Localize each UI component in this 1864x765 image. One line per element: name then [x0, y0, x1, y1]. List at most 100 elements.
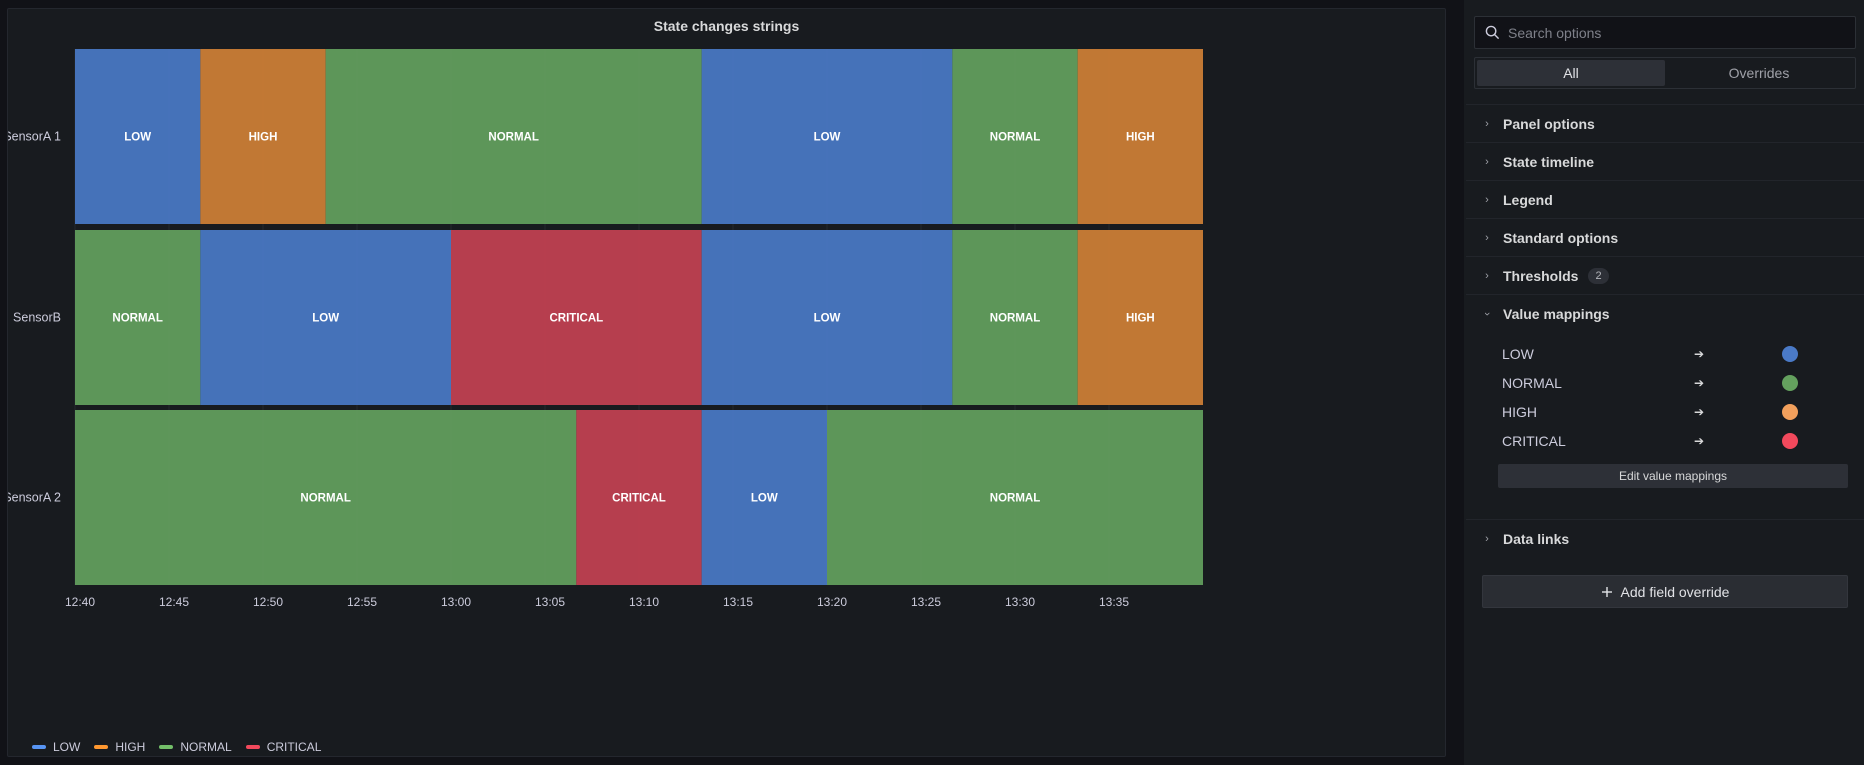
segment-label: LOW: [124, 132, 151, 144]
legend-swatch: [94, 745, 109, 749]
state-segment[interactable]: [75, 410, 577, 585]
state-segment[interactable]: [827, 410, 1203, 585]
mapping-row-normal: NORMAL ➔: [1502, 371, 1842, 395]
edit-value-mappings-button[interactable]: Edit value mappings: [1498, 464, 1848, 488]
mapping-row-high: HIGH ➔: [1502, 400, 1842, 424]
x-tick-label: 13:20: [817, 595, 847, 609]
arrow-right-icon: ➔: [1694, 347, 1705, 361]
category-value-mappings[interactable]: › Value mappings: [1466, 294, 1864, 332]
x-tick-label: 13:25: [911, 595, 941, 609]
chevron-right-icon: ›: [1485, 117, 1489, 130]
state-segment[interactable]: [701, 230, 953, 405]
x-tick-label: 13:05: [535, 595, 565, 609]
arrow-right-icon: ➔: [1694, 376, 1705, 390]
pane-divider[interactable]: [1464, 0, 1466, 765]
x-tick-label: 12:55: [347, 595, 377, 609]
state-segment[interactable]: [1077, 49, 1203, 224]
x-tick-label: 13:10: [629, 595, 659, 609]
x-tick-label: 13:35: [1099, 595, 1129, 609]
segment-label: HIGH: [1126, 313, 1155, 325]
chevron-right-icon: ›: [1485, 532, 1489, 545]
chevron-right-icon: ›: [1485, 231, 1489, 244]
legend-item[interactable]: CRITICAL: [245, 740, 322, 754]
segment-label: NORMAL: [990, 313, 1040, 325]
state-segment[interactable]: [200, 230, 451, 405]
segment-label: NORMAL: [488, 132, 538, 144]
options-tabs: All Overrides: [1474, 57, 1856, 89]
state-timeline-chart: LOW HIGH NORMAL LOW NORMAL HIGH SensorA 1 NORMA…: [8, 49, 1203, 609]
chevron-right-icon: ›: [1485, 155, 1489, 168]
search-input[interactable]: [1508, 24, 1838, 41]
arrow-right-icon: ➔: [1694, 405, 1705, 419]
panel-title[interactable]: State changes strings: [653, 18, 800, 34]
x-tick-label: 13:30: [1005, 595, 1035, 609]
legend-item[interactable]: LOW: [32, 740, 80, 754]
state-segment[interactable]: [1077, 230, 1203, 405]
x-tick-label: 12:40: [65, 595, 95, 609]
segment-label: LOW: [751, 493, 778, 505]
category-label: Panel options: [1503, 115, 1595, 132]
state-segment[interactable]: [952, 49, 1078, 224]
mapping-value: NORMAL: [1502, 375, 1562, 391]
state-segment[interactable]: [952, 230, 1078, 405]
legend-label: LOW: [53, 740, 81, 754]
segment-label: HIGH: [249, 132, 278, 144]
category-label: Data links: [1503, 530, 1570, 547]
segment-label: NORMAL: [300, 493, 350, 505]
chart-legend: LOW HIGH NORMAL CRITICAL: [32, 740, 321, 754]
state-segment[interactable]: [576, 410, 702, 585]
options-pane: All Overrides › Panel options › State ti…: [1466, 0, 1864, 765]
x-tick-label: 13:00: [441, 595, 471, 609]
tab-all[interactable]: All: [1477, 60, 1665, 86]
row-label: SensorB: [13, 311, 61, 325]
state-segment[interactable]: [325, 49, 702, 224]
legend-label: NORMAL: [180, 740, 232, 754]
add-field-override-button[interactable]: Add field override: [1482, 575, 1848, 608]
category-legend[interactable]: › Legend: [1466, 180, 1864, 218]
legend-label: CRITICAL: [266, 740, 322, 754]
search-box[interactable]: [1474, 16, 1856, 49]
segment-label: CRITICAL: [549, 313, 603, 325]
mapping-color-dot: [1782, 375, 1798, 391]
arrow-right-icon: ➔: [1694, 434, 1705, 448]
legend-item[interactable]: HIGH: [94, 740, 145, 754]
legend-swatch: [245, 745, 260, 749]
search-icon: [1485, 25, 1500, 40]
tab-overrides[interactable]: Overrides: [1728, 65, 1790, 81]
chevron-down-icon: ›: [1481, 311, 1493, 316]
segment-label: LOW: [312, 313, 339, 325]
row-label: SensorA 2: [8, 491, 61, 505]
x-tick-label: 13:15: [723, 595, 753, 609]
mapping-value: HIGH: [1502, 404, 1537, 420]
category-thresholds[interactable]: › Thresholds 2: [1466, 256, 1864, 294]
category-label: State timeline: [1503, 153, 1595, 170]
category-standard-options[interactable]: › Standard options: [1466, 218, 1864, 256]
category-data-links[interactable]: › Data links: [1466, 519, 1864, 557]
mapping-color-dot: [1782, 346, 1798, 362]
mapping-row-critical: CRITICAL ➔: [1502, 429, 1842, 453]
category-label: Standard options: [1503, 229, 1619, 246]
mapping-row-low: LOW ➔: [1502, 342, 1842, 366]
mapping-value: CRITICAL: [1502, 433, 1566, 449]
state-segment[interactable]: [75, 49, 201, 224]
mapping-value: LOW: [1502, 346, 1534, 362]
row-label: SensorA 1: [8, 130, 61, 144]
thresholds-count-badge: 2: [1588, 267, 1609, 284]
timeline-panel: State changes strings LOW HIGH NORMAL LOW NO…: [7, 8, 1446, 757]
state-segment[interactable]: [701, 49, 953, 224]
state-segment[interactable]: [75, 230, 201, 405]
state-segment[interactable]: [200, 49, 326, 224]
state-segment[interactable]: [451, 230, 702, 405]
category-panel-options[interactable]: › Panel options: [1466, 104, 1864, 142]
mapping-color-dot: [1782, 433, 1798, 449]
legend-item[interactable]: NORMAL: [159, 740, 232, 754]
plus-icon: [1601, 586, 1612, 597]
segment-label: NORMAL: [112, 313, 162, 325]
segment-label: NORMAL: [990, 493, 1040, 505]
segment-label: NORMAL: [990, 132, 1040, 144]
legend-swatch: [32, 745, 46, 749]
mapping-color-dot: [1782, 404, 1798, 420]
category-state-timeline[interactable]: › State timeline: [1466, 142, 1864, 180]
state-segment[interactable]: [701, 410, 827, 585]
